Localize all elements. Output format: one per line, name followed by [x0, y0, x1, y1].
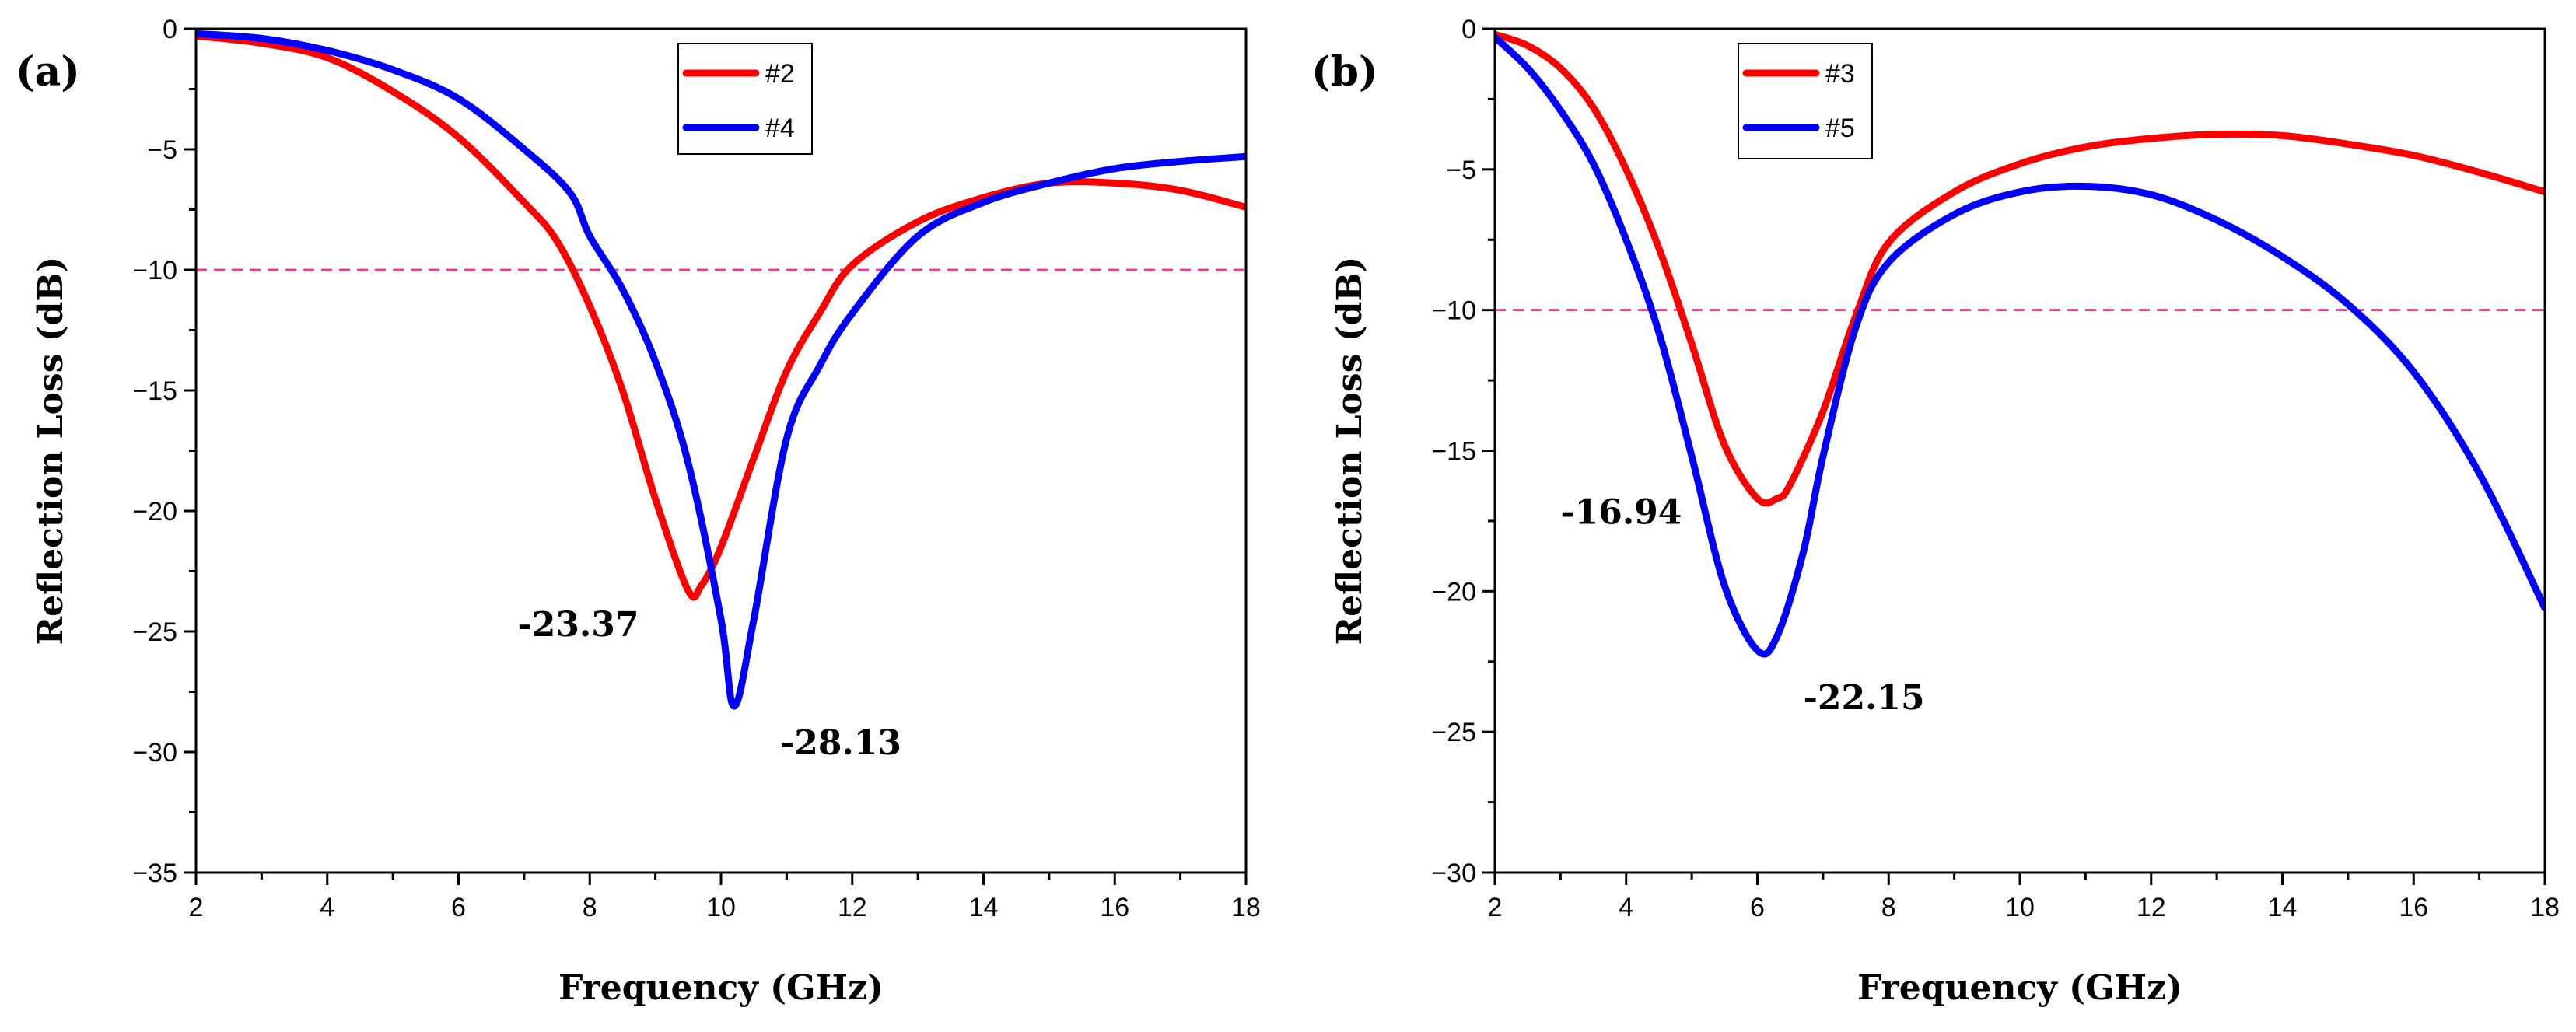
x-tick-label: 18 [2530, 893, 2560, 922]
x-tick-label: 12 [2137, 893, 2166, 922]
x-tick-label: 18 [1231, 893, 1261, 922]
x-tick-label: 4 [1619, 893, 1633, 922]
legend-box [1738, 43, 1873, 159]
y-tick-label: −20 [1431, 577, 1476, 607]
x-tick-label: 2 [1488, 893, 1503, 922]
y-tick-label: −5 [147, 135, 177, 165]
y-tick-label: −25 [132, 617, 177, 647]
x-tick-label: 14 [2268, 893, 2298, 922]
legend: #3 #5 [1738, 43, 1873, 159]
legend-label: #4 [765, 114, 795, 143]
x-tick-label: 2 [189, 893, 204, 922]
y-tick-label: −20 [132, 497, 177, 526]
legend: #2 #4 [677, 43, 813, 155]
y-tick-label: −30 [132, 738, 177, 768]
y-tick-label: −15 [1431, 437, 1476, 467]
x-tick-label: 16 [1100, 893, 1129, 922]
x-tick-label: 10 [2005, 893, 2035, 922]
series-line-sample-2 [196, 32, 1246, 601]
y-tick-label: −10 [1431, 296, 1476, 326]
legend-box [677, 43, 813, 155]
x-tick-label: 6 [1750, 893, 1765, 922]
series-line-sample-3 [1495, 30, 2545, 507]
chart-panel-b: 2 4 6 8 10 12 14 16 18 0 −5 −10 −15 −20 −25 −30 Frequenc… [1311, 15, 2560, 1008]
panel-label: (a) [16, 48, 80, 96]
series-line-sample-5 [1495, 33, 2545, 658]
y-tick-label: −10 [132, 256, 177, 285]
data-label-min-value: -16.94 [1560, 493, 1682, 533]
y-tick-label: −15 [132, 376, 177, 406]
data-label-min-value: -23.37 [517, 605, 639, 645]
series-line-sample-4 [196, 30, 1246, 710]
y-axis-title: Reflection Loss (dB) [31, 257, 71, 645]
panel-label: (b) [1311, 48, 1378, 96]
y-axis-title: Reflection Loss (dB) [1330, 257, 1370, 645]
plot-frame [194, 27, 1248, 874]
x-tick-label: 14 [969, 893, 999, 922]
x-tick-label: 10 [706, 893, 736, 922]
legend-label: #2 [765, 59, 795, 89]
x-tick-label: 8 [1881, 893, 1896, 922]
x-tick-label: 12 [838, 893, 867, 922]
legend-label: #5 [1825, 114, 1855, 143]
data-label-min-value: -22.15 [1804, 678, 1925, 718]
y-tick-label: 0 [1461, 15, 1476, 44]
y-tick-label: −25 [1431, 718, 1476, 747]
legend-label: #3 [1825, 59, 1855, 89]
y-tick-label: 0 [163, 15, 177, 44]
y-tick-label: −35 [132, 859, 177, 888]
data-label-min-value: -28.13 [780, 723, 901, 763]
y-tick-label: −30 [1431, 859, 1476, 888]
y-tick-label: −5 [1446, 156, 1476, 185]
x-tick-label: 6 [451, 893, 466, 922]
x-tick-label: 16 [2399, 893, 2428, 922]
x-axis-title: Frequency (GHz) [1857, 968, 2182, 1008]
plot-frame [1493, 27, 2546, 874]
x-axis-title: Frequency (GHz) [558, 968, 884, 1008]
x-tick-label: 8 [583, 893, 597, 922]
x-tick-label: 4 [320, 893, 334, 922]
chart-panel-a: 2 4 6 8 10 12 14 16 18 0 −5 −10 −15 −20 −25 −30 −35 Frequ… [16, 15, 1261, 1008]
